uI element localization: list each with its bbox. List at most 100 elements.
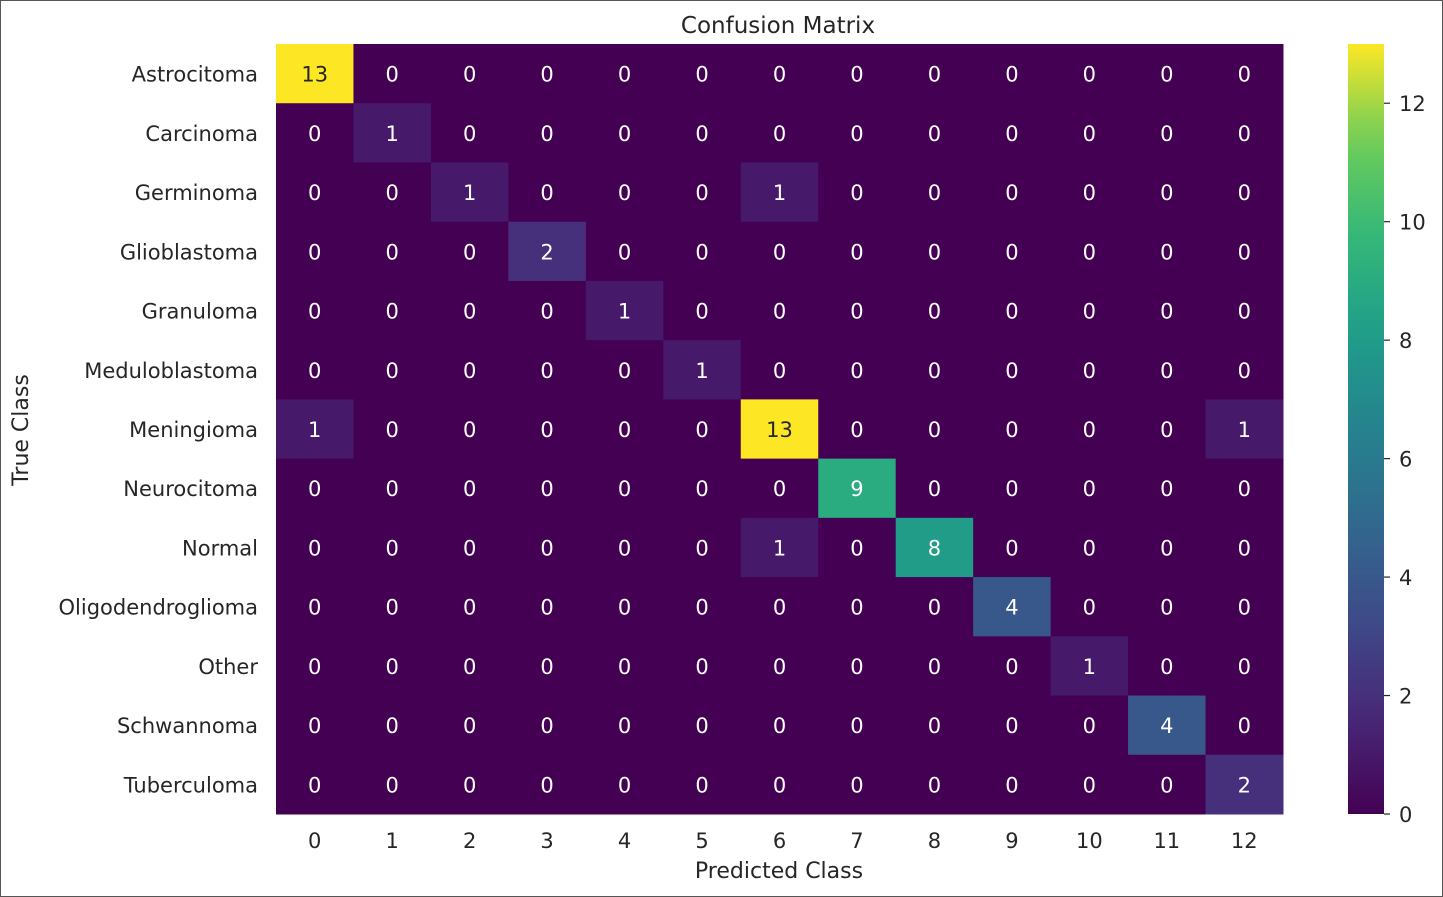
cell-value-label: 0 xyxy=(928,596,941,620)
cell-value-label: 2 xyxy=(1238,773,1251,797)
heatmap-cell xyxy=(973,103,1052,163)
heatmap-cell xyxy=(1128,44,1207,104)
cell-value-label: 0 xyxy=(695,240,708,264)
cell-value-label: 0 xyxy=(1160,359,1173,383)
heatmap-cell xyxy=(740,162,819,223)
cell-value-label: 1 xyxy=(1083,655,1096,679)
x-tick-label: 11 xyxy=(1153,829,1180,853)
heatmap-cell xyxy=(895,162,974,223)
heatmap-cell xyxy=(1128,103,1207,163)
heatmap-cell xyxy=(740,636,819,697)
cell-value-label: 8 xyxy=(928,536,941,560)
heatmap-cell xyxy=(1128,280,1207,341)
heatmap-cell xyxy=(663,636,742,697)
heatmap-cell xyxy=(973,517,1052,578)
cell-value-label: 1 xyxy=(463,181,476,205)
heatmap-cell xyxy=(508,695,587,756)
x-axis-ticks: 0 1 2 3 4 5 6 7 8 9 10 11 12 xyxy=(308,829,1258,853)
cell-value-label: 0 xyxy=(928,773,941,797)
heatmap-cell xyxy=(508,221,587,282)
cell-value-label: 0 xyxy=(1083,240,1096,264)
cell-value-label: 0 xyxy=(1083,596,1096,620)
heatmap-cell xyxy=(1128,636,1207,697)
cell-value-label: 0 xyxy=(308,714,321,738)
cell-value-label: 0 xyxy=(386,773,399,797)
heatmap-cell xyxy=(895,221,974,282)
cell-value-label: 0 xyxy=(1238,359,1251,383)
cell-value-label: 0 xyxy=(695,655,708,679)
cell-value-label: 0 xyxy=(695,773,708,797)
heatmap-cell xyxy=(1128,754,1207,815)
heatmap-cell xyxy=(508,280,587,341)
heatmap-cell xyxy=(663,280,742,341)
cell-value-label: 0 xyxy=(618,122,631,146)
heatmap-cell xyxy=(663,221,742,282)
heatmap-cell xyxy=(663,162,742,223)
heatmap-cell xyxy=(1205,517,1284,578)
heatmap-cell xyxy=(508,636,587,697)
heatmap-cell xyxy=(585,280,664,341)
heatmap-cell xyxy=(818,458,897,519)
cell-value-label: 0 xyxy=(540,655,553,679)
cell-value-label: 0 xyxy=(1238,181,1251,205)
heatmap-cell xyxy=(585,458,664,519)
x-tick-label: 12 xyxy=(1231,829,1258,853)
y-tick-label: Carcinoma xyxy=(145,122,258,146)
heatmap-cell xyxy=(353,221,432,282)
heatmap-cell xyxy=(895,44,974,104)
y-tick-label: Meningioma xyxy=(129,418,258,442)
cell-value-label: 0 xyxy=(308,596,321,620)
colorbar xyxy=(1348,44,1384,814)
cell-value-label: 0 xyxy=(1005,359,1018,383)
heatmap-cell xyxy=(276,458,354,519)
cell-value-label: 0 xyxy=(308,655,321,679)
heatmap-cell xyxy=(585,577,664,637)
cell-value-label: 0 xyxy=(1160,63,1173,87)
heatmap-cell xyxy=(585,340,664,400)
heatmap-cell xyxy=(1050,517,1129,578)
cell-value-label: 0 xyxy=(1238,122,1251,146)
cell-value-label: 0 xyxy=(540,596,553,620)
heatmap-cell xyxy=(353,44,432,104)
cell-value-label: 0 xyxy=(1160,240,1173,264)
heatmap-cell xyxy=(663,399,742,460)
x-tick-label: 8 xyxy=(928,829,941,853)
cell-value-label: 0 xyxy=(463,418,476,442)
heatmap-cell xyxy=(1205,340,1284,400)
cell-value-label: 0 xyxy=(695,477,708,501)
heatmap-cell xyxy=(973,636,1052,697)
cell-value-label: 0 xyxy=(695,181,708,205)
heatmap-cell xyxy=(585,221,664,282)
heatmap-cell xyxy=(818,221,897,282)
cell-value-label: 0 xyxy=(1083,181,1096,205)
cell-value-label: 0 xyxy=(850,300,863,324)
heatmap-cell xyxy=(1205,458,1284,519)
heatmap-cell xyxy=(1205,280,1284,341)
heatmap-cell xyxy=(1128,517,1207,578)
heatmap-cell xyxy=(818,754,897,815)
heatmap-cell xyxy=(895,103,974,163)
heatmap-cell xyxy=(430,221,509,282)
heatmap-cell xyxy=(353,695,432,756)
cell-value-label: 1 xyxy=(618,300,631,324)
heatmap-cell xyxy=(1205,754,1284,815)
heatmap-cell xyxy=(895,695,974,756)
heatmap-cell xyxy=(740,280,819,341)
cell-value-label: 0 xyxy=(386,181,399,205)
cell-value-label: 0 xyxy=(695,63,708,87)
heatmap-cell xyxy=(276,103,354,163)
cell-value-label: 0 xyxy=(928,122,941,146)
cell-value-label: 0 xyxy=(928,300,941,324)
heatmap-cell xyxy=(430,399,509,460)
cell-value-label: 0 xyxy=(1083,300,1096,324)
heatmap-cell xyxy=(585,636,664,697)
cell-value-label: 0 xyxy=(928,181,941,205)
heatmap-cell xyxy=(1050,221,1129,282)
heatmap-cell xyxy=(430,695,509,756)
cell-value-label: 0 xyxy=(1005,300,1018,324)
heatmap-cell xyxy=(818,695,897,756)
cell-value-label: 0 xyxy=(618,240,631,264)
heatmap-cell xyxy=(740,340,819,400)
y-tick-label: Glioblastoma xyxy=(120,240,258,264)
heatmap-cell xyxy=(1050,399,1129,460)
